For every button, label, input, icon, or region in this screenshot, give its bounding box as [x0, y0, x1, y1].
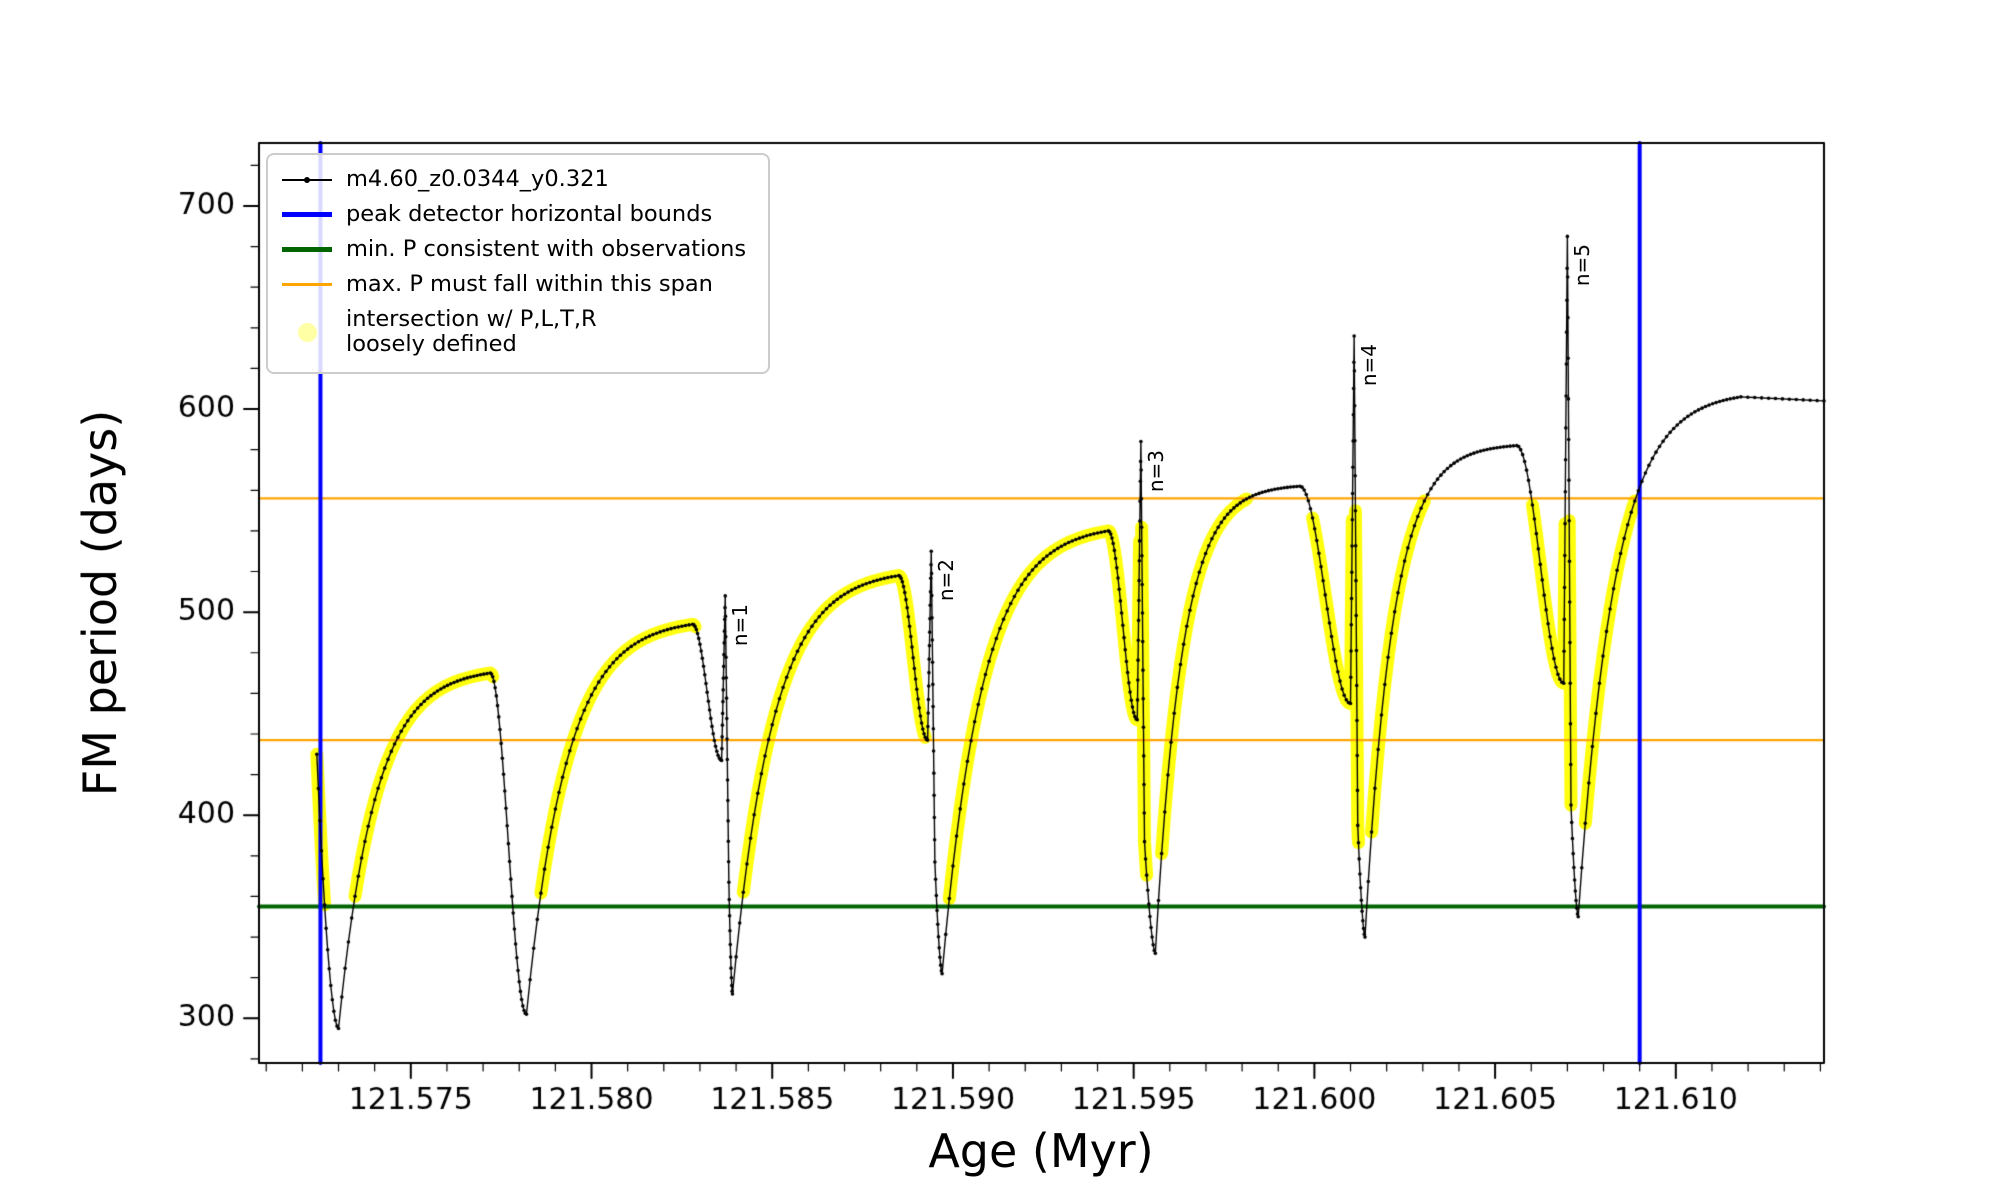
series-marker-icon — [304, 176, 310, 183]
spike-annotation-n3: n=3 — [1143, 449, 1168, 492]
spike-annotation-n4: n=4 — [1357, 343, 1382, 387]
legend-label-max-p: max. P must fall within this span — [346, 270, 713, 297]
max-p-swatch — [282, 274, 332, 296]
legend-item-series: m4.60_z0.0344_y0.321 — [282, 166, 746, 193]
blue-line-icon — [282, 212, 332, 218]
legend-label-series: m4.60_z0.0344_y0.321 — [346, 166, 609, 192]
y-axis-label: FM period (days) — [73, 409, 127, 797]
orange-line-icon — [282, 283, 332, 287]
legend-item-min-p: min. P consistent with observations — [282, 235, 747, 263]
spike-annotation-n5: n=5 — [1570, 244, 1595, 287]
peak-bounds-swatch — [282, 204, 332, 226]
legend: m4.60_z0.0344_y0.321 peak detector horiz… — [266, 153, 771, 375]
legend-label-intersection: intersection w/ P,L,T,R loosely defined — [346, 305, 597, 359]
yellow-dot-icon — [297, 322, 317, 342]
spike-annotation-n2: n=2 — [934, 559, 959, 602]
legend-label-intersection-line2: loosely defined — [346, 331, 517, 358]
spike-annotation-n1: n=1 — [728, 603, 753, 647]
min-p-swatch — [282, 239, 332, 261]
x-axis-label: Age (Myr) — [928, 1124, 1154, 1178]
legend-item-peak-bounds: peak detector horizontal bounds — [282, 200, 746, 228]
legend-item-max-p: max. P must fall within this span — [282, 270, 746, 298]
legend-label-intersection-line1: intersection w/ P,L,T,R — [346, 305, 597, 332]
series-line-swatch — [282, 169, 332, 191]
green-line-icon — [282, 247, 332, 253]
intersection-swatch — [282, 321, 332, 343]
legend-item-intersection: intersection w/ P,L,T,R loosely defined — [282, 305, 746, 359]
legend-label-min-p: min. P consistent with observations — [346, 235, 747, 262]
legend-label-peak-bounds: peak detector horizontal bounds — [346, 200, 713, 227]
